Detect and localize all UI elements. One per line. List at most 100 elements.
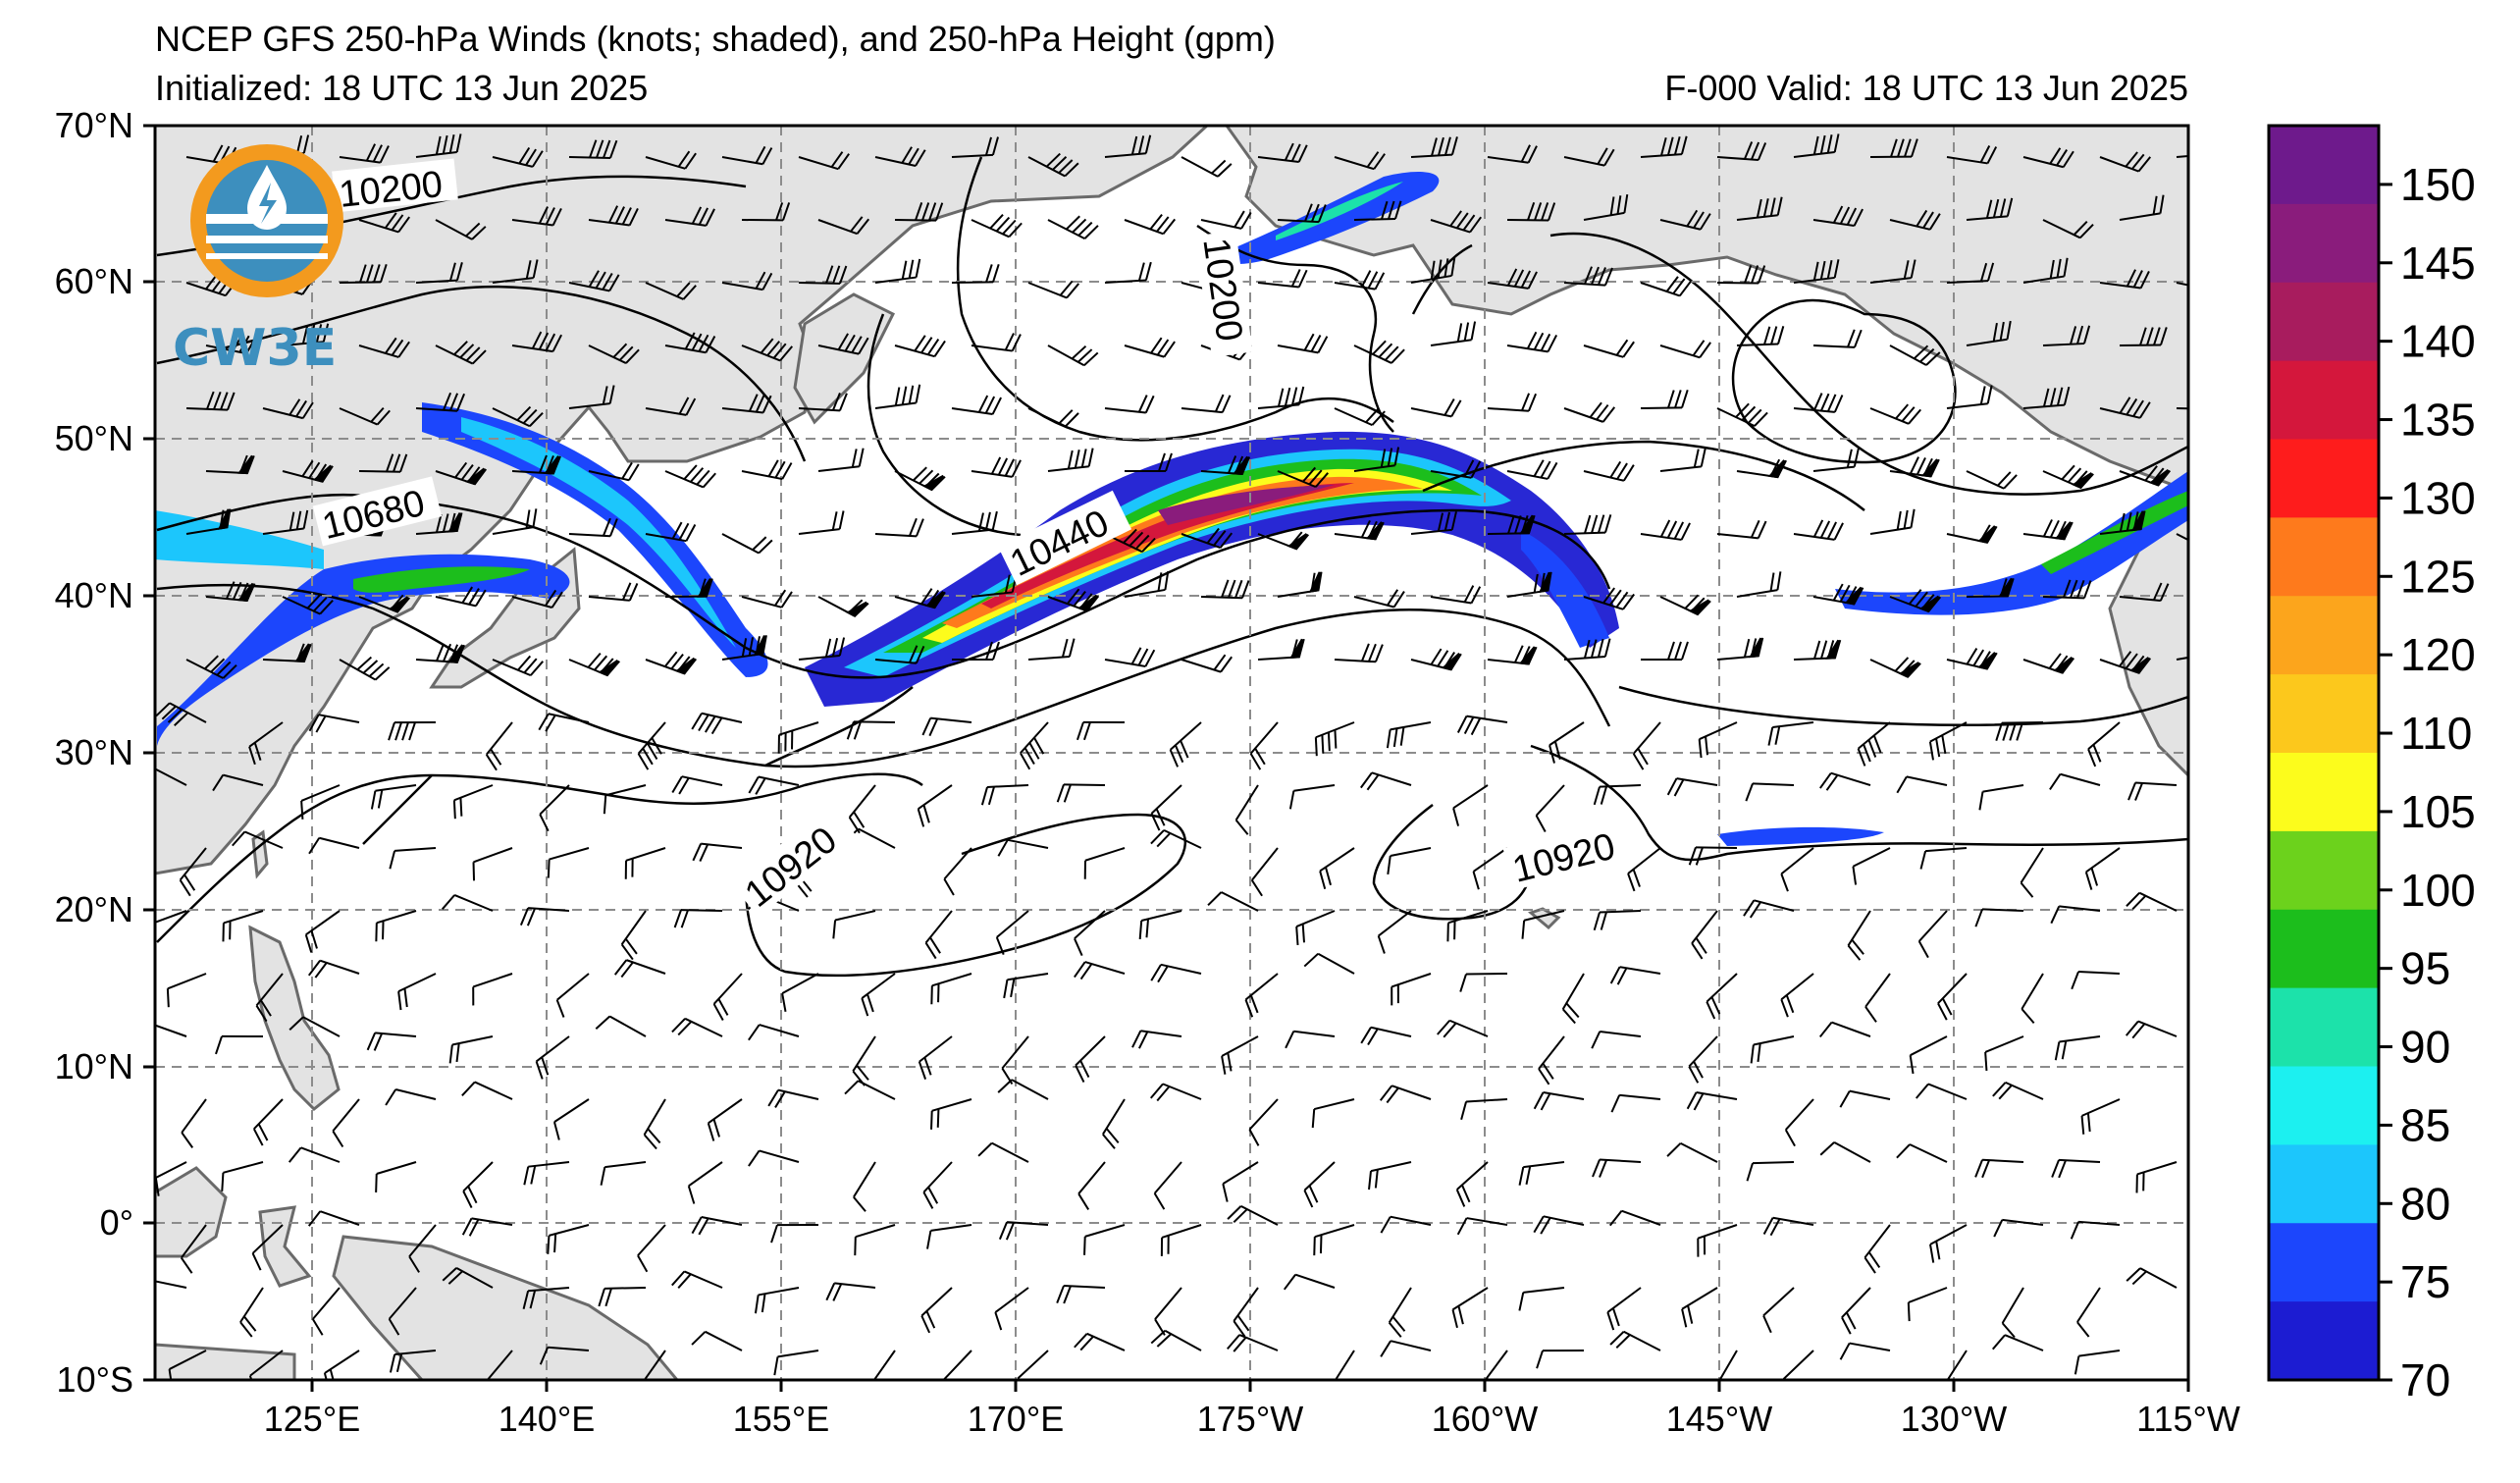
wind-barb xyxy=(1907,1287,1948,1322)
wind-barb xyxy=(1538,1035,1565,1086)
wind-barb xyxy=(1027,407,1079,428)
wind-barb xyxy=(1750,1035,1795,1064)
longitude-labels: 125°E 140°E 155°E 170°E 175°W 160°W 145°… xyxy=(264,1399,2240,1439)
map-panel: 10200 10200 10680 10440 10920 10920 CW3E xyxy=(155,126,2188,1380)
wind-barb xyxy=(998,1221,1049,1241)
colorbar-swatch xyxy=(2269,596,2379,675)
wind-barb xyxy=(1640,641,1689,661)
wind-barb xyxy=(1697,1224,1738,1257)
wind-barb xyxy=(1104,647,1156,667)
wind-barb xyxy=(1160,1224,1202,1256)
wind-barb xyxy=(1056,783,1106,803)
wind-barb xyxy=(1083,847,1126,879)
land-philippines xyxy=(248,925,341,1112)
wind-barb xyxy=(1104,261,1152,284)
wind-barb xyxy=(773,1350,819,1376)
wind-barb xyxy=(2076,1287,2101,1338)
wind-barb xyxy=(511,331,562,353)
wind-barb xyxy=(1472,847,1508,890)
wind-barb xyxy=(1380,1340,1432,1357)
wind-barb xyxy=(1244,973,1279,1018)
wind-barb xyxy=(1452,784,1489,826)
wind-barb xyxy=(1131,1030,1182,1049)
wind-barb xyxy=(1233,1287,1259,1338)
wind-barb xyxy=(1929,1224,1968,1263)
wind-barb xyxy=(415,262,463,284)
wind-barb xyxy=(1124,452,1173,472)
wind-barb xyxy=(664,332,716,354)
wind-barb xyxy=(1640,135,1688,158)
wind-barb xyxy=(1793,393,1844,413)
wind-barb xyxy=(825,1282,876,1301)
wind-barb xyxy=(385,1088,437,1106)
wind-barb xyxy=(461,1081,513,1100)
wind-barb xyxy=(1169,721,1202,768)
wind-barb xyxy=(1736,326,1785,346)
wind-barb xyxy=(1966,320,2012,346)
jet-west-pacific-cyan xyxy=(461,417,736,648)
wind-barb xyxy=(1762,1216,1814,1237)
contour-line xyxy=(156,285,807,462)
wind-barb xyxy=(673,909,723,928)
wind-barb xyxy=(388,721,437,741)
wind-barb xyxy=(1207,891,1259,912)
contour-labels: 10200 10200 10680 10440 10920 10920 xyxy=(312,158,1638,918)
wind-barb xyxy=(1681,1287,1718,1328)
wind-barb xyxy=(712,973,743,1022)
wind-barb xyxy=(2020,847,2044,898)
wind-barb xyxy=(588,343,640,364)
wind-barb xyxy=(239,1287,264,1338)
wind-barb xyxy=(2176,651,2188,661)
wind-barb xyxy=(1691,910,1718,960)
wind-barb xyxy=(924,910,953,960)
wind-barb xyxy=(1767,721,1814,746)
wind-barb xyxy=(304,910,341,953)
wind-barb xyxy=(2119,582,2170,603)
wind-barb xyxy=(442,1266,494,1289)
wind-barbs xyxy=(155,133,2188,1380)
wind-barb xyxy=(1334,643,1384,663)
wind-barb xyxy=(721,394,772,414)
land-borneo xyxy=(155,1166,228,1258)
wind-barb xyxy=(1915,1083,1968,1100)
wind-barb xyxy=(748,775,800,795)
wind-barb xyxy=(643,1098,666,1150)
wind-barb xyxy=(1027,280,1080,299)
wind-barb xyxy=(741,589,793,609)
wind-barb xyxy=(1909,1035,1948,1075)
wind-barb xyxy=(1074,910,1106,957)
wind-barb xyxy=(1606,1287,1642,1331)
wind-barb xyxy=(1075,1035,1106,1083)
wind-barb xyxy=(2054,1035,2101,1061)
wind-barb xyxy=(588,461,640,482)
wind-barb xyxy=(538,713,590,732)
wind-barb xyxy=(741,459,793,481)
wind-barb xyxy=(1221,1035,1259,1075)
wind-barb xyxy=(691,1330,743,1351)
wind-barb xyxy=(339,406,391,426)
wind-barb xyxy=(1686,1091,1738,1111)
wind-barb xyxy=(951,641,1000,662)
wind-barb xyxy=(307,959,360,979)
wind-barb xyxy=(1974,1158,2024,1179)
wind-barb xyxy=(2176,533,2188,555)
lat-label: 10°N xyxy=(55,1046,133,1086)
wind-barb xyxy=(568,517,618,538)
contour-line xyxy=(1372,804,1533,921)
wind-barb xyxy=(1227,1204,1279,1226)
lon-label: 130°W xyxy=(1901,1399,2007,1439)
wind-barb xyxy=(2074,1350,2121,1375)
wind-barb xyxy=(1257,531,1310,551)
land-sulawesi xyxy=(258,1205,312,1288)
wind-barb xyxy=(1819,771,1871,791)
wind-barb xyxy=(603,784,647,815)
wind-barb xyxy=(1047,448,1094,472)
wind-barb xyxy=(555,973,590,1018)
wind-barb xyxy=(748,1149,800,1167)
wind-barb xyxy=(1482,1350,1508,1380)
wind-barb xyxy=(262,509,309,535)
colorbar-swatch xyxy=(2269,1144,2379,1224)
colorbar-swatch xyxy=(2269,439,2379,518)
wind-barb xyxy=(1074,961,1126,980)
jet-asia-coast-green xyxy=(353,566,530,593)
